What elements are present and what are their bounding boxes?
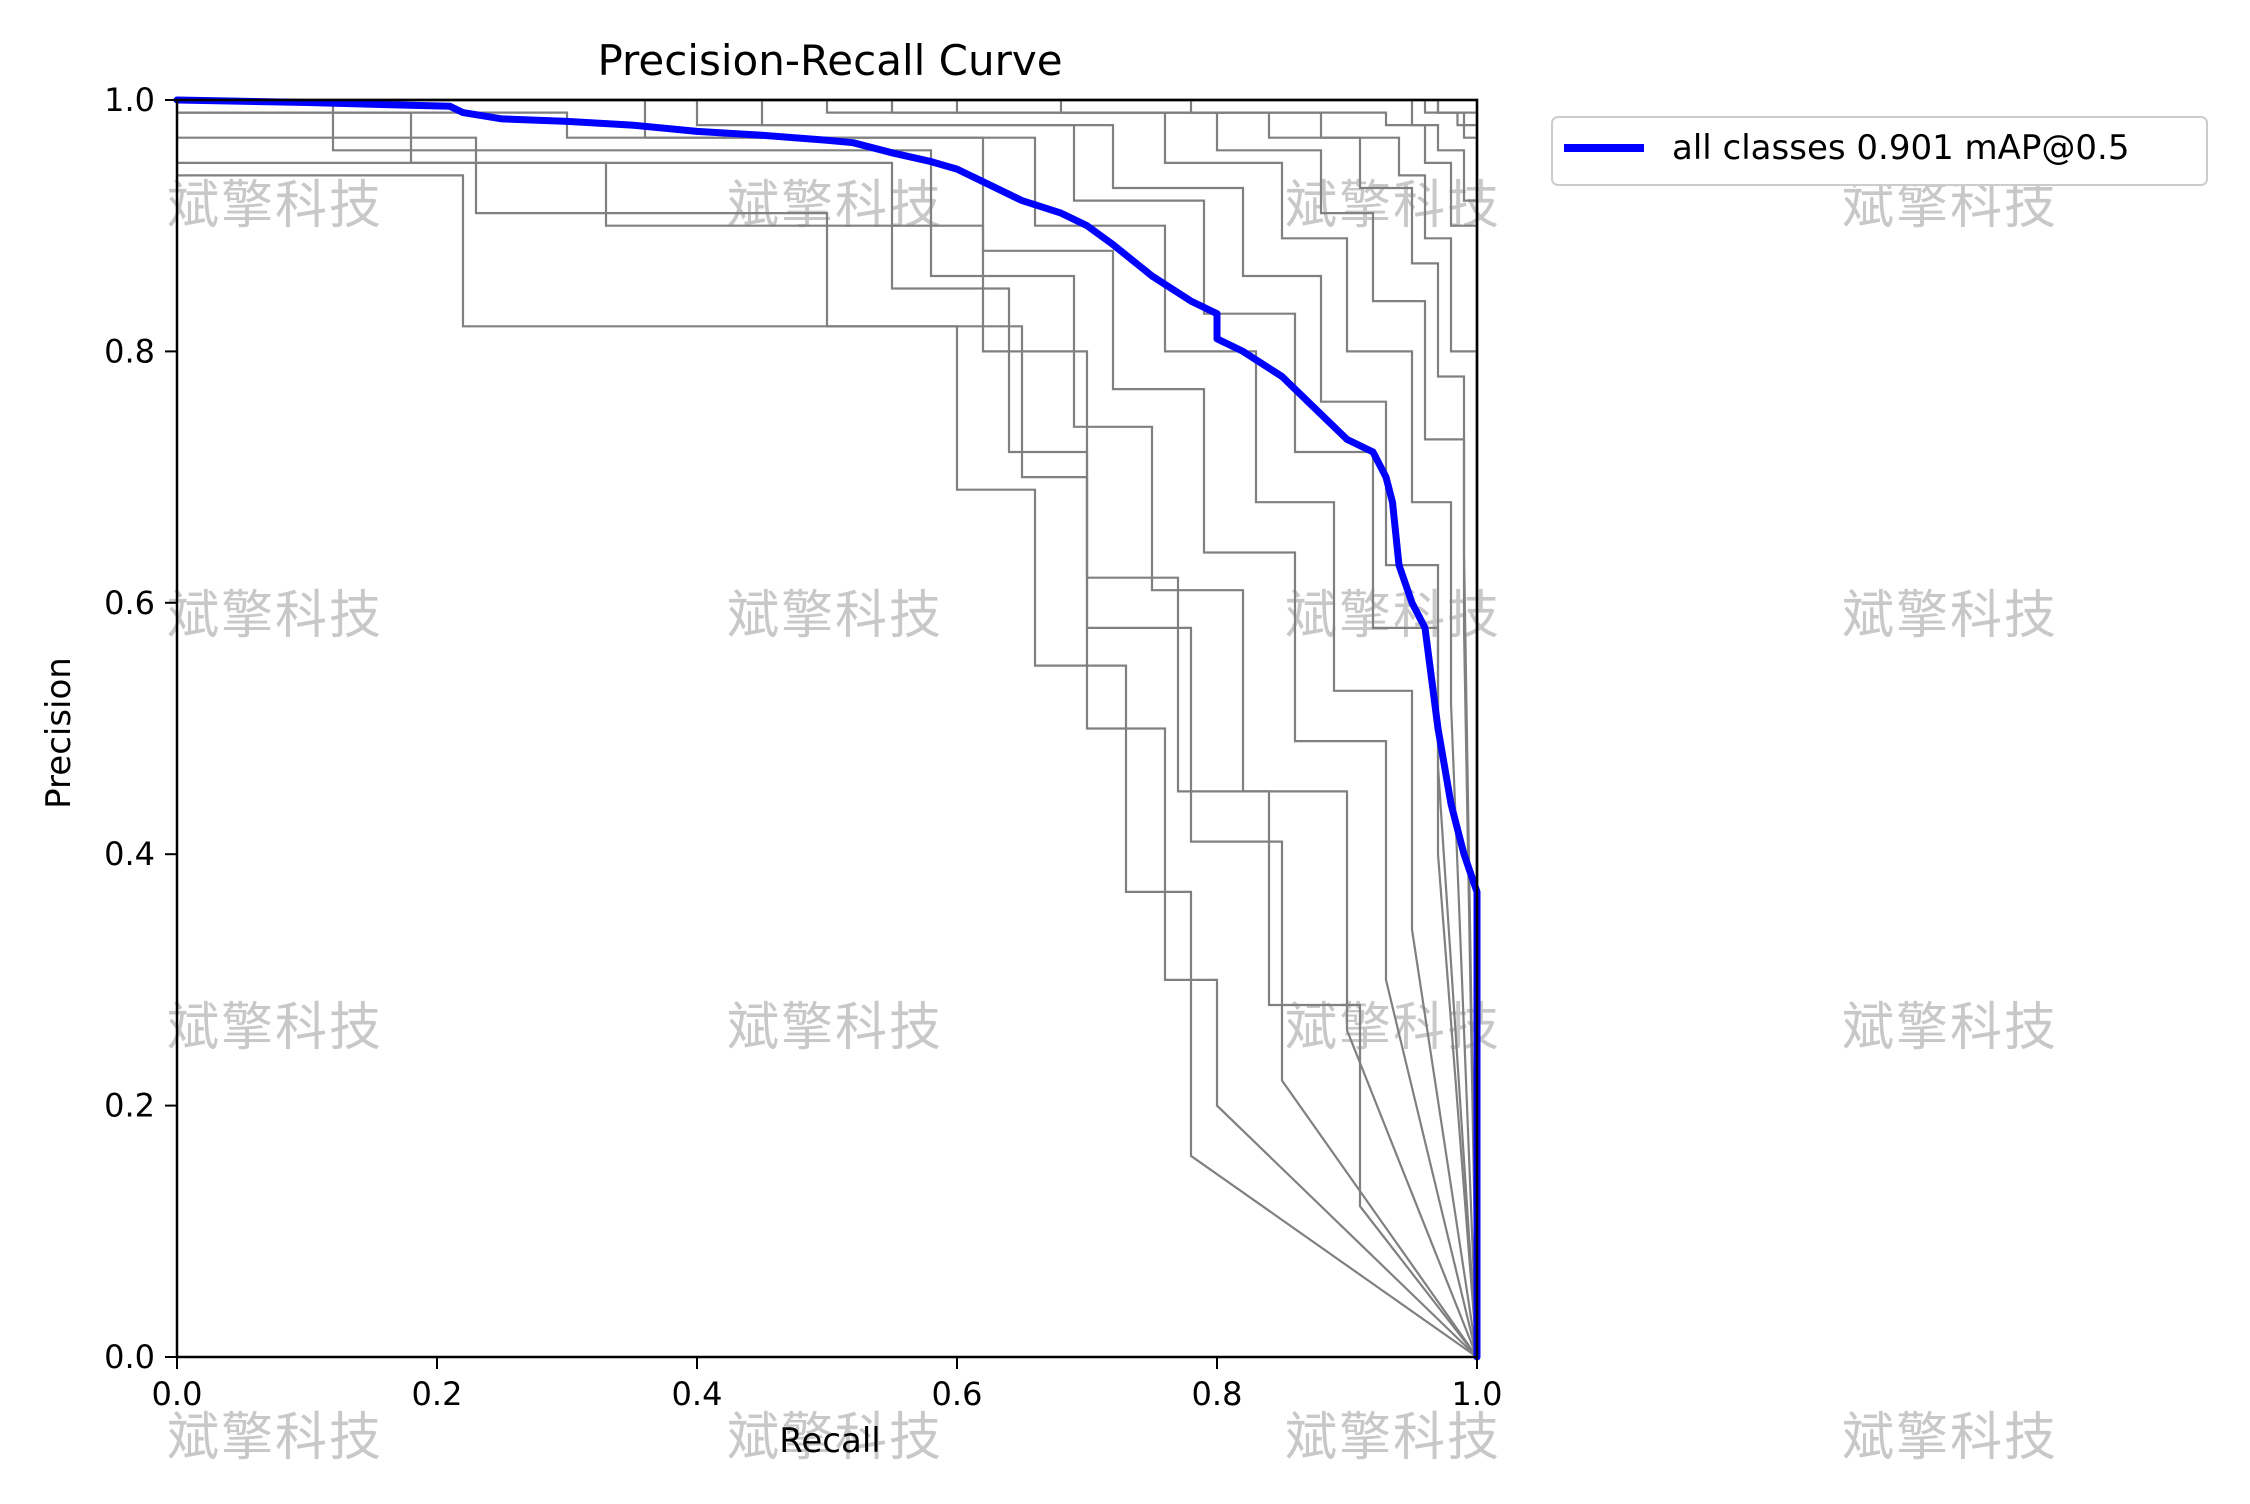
- class-curve-11: [177, 98, 1479, 1358]
- class-curve-5: [177, 111, 1479, 1358]
- class-curve-9: [177, 98, 1479, 1358]
- watermark-text-1-3: 斌擎科技: [1842, 586, 2058, 646]
- y-tick-label-0: 0.0: [104, 1338, 155, 1376]
- watermark-text-0-0: 斌擎科技: [167, 176, 383, 236]
- axes-layer: 0.0 0.2 0.4 0.6 0.8 1.0 0.0 0.2 0.4 0.6 0.8 1.0: [104, 81, 1502, 1413]
- watermark-text-3-0: 斌擎科技: [167, 1408, 383, 1468]
- class-curve-2: [177, 136, 1478, 1358]
- y-tick-label-4: 0.8: [104, 332, 155, 370]
- class-curve-6: [177, 98, 1479, 1358]
- main-series-layer: [173, 96, 1481, 1361]
- x-tick-label-1: 0.2: [412, 1375, 463, 1413]
- legend-box: [1551, 116, 2208, 186]
- x-tick-label-0: 0.0: [152, 1375, 203, 1413]
- class-curve-12: [177, 98, 1479, 1357]
- watermark-text-0-1: 斌擎科技: [727, 176, 943, 236]
- watermark-text-3-1: 斌擎科技: [727, 1408, 943, 1468]
- legend-label: all classes 0.901 mAP@0.5: [1672, 128, 2129, 168]
- class-curve-1: [177, 174, 1478, 1358]
- watermark-text-1-0: 斌擎科技: [167, 586, 383, 646]
- plot-frame: [175, 98, 1479, 1359]
- y-tick-label-5: 1.0: [104, 81, 155, 119]
- y-axis-title: Precision: [39, 657, 79, 809]
- watermark-text-1-1: 斌擎科技: [727, 586, 943, 646]
- watermark-text-0-2: 斌擎科技: [1285, 176, 1501, 236]
- x-tick-label-5: 1.0: [1452, 1375, 1503, 1413]
- watermark-text-3-3: 斌擎科技: [1842, 1408, 2058, 1468]
- chart-title: Precision-Recall Curve: [597, 36, 1062, 85]
- x-tick-label-2: 0.4: [672, 1375, 723, 1413]
- series-line-all-classes: [173, 96, 1481, 1361]
- class-curve-4: [177, 98, 1479, 1358]
- watermark-text-2-0: 斌擎科技: [167, 998, 383, 1058]
- x-tick-label-4: 0.8: [1192, 1375, 1243, 1413]
- legend: all classes 0.901 mAP@0.5: [1551, 116, 2208, 186]
- text-layer: Precision-Recall Curve Recall Precision: [39, 36, 1063, 1461]
- y-tick-label-3: 0.6: [104, 584, 155, 622]
- class-series-layer: [177, 98, 1479, 1358]
- x-axis-title: Recall: [779, 1421, 880, 1461]
- watermark-text-3-2: 斌擎科技: [1285, 1408, 1501, 1468]
- x-tick-label-3: 0.6: [932, 1375, 983, 1413]
- watermark-text-2-1: 斌擎科技: [727, 998, 943, 1058]
- class-curve-8: [177, 98, 1479, 1358]
- class-curve-10: [177, 98, 1479, 1358]
- y-tick-label-2: 0.4: [104, 835, 155, 873]
- class-curve-20: [177, 161, 1478, 1358]
- watermark-text-2-3: 斌擎科技: [1842, 998, 2058, 1058]
- y-tick-label-1: 0.2: [104, 1087, 155, 1125]
- watermark-text-1-2: 斌擎科技: [1285, 586, 1501, 646]
